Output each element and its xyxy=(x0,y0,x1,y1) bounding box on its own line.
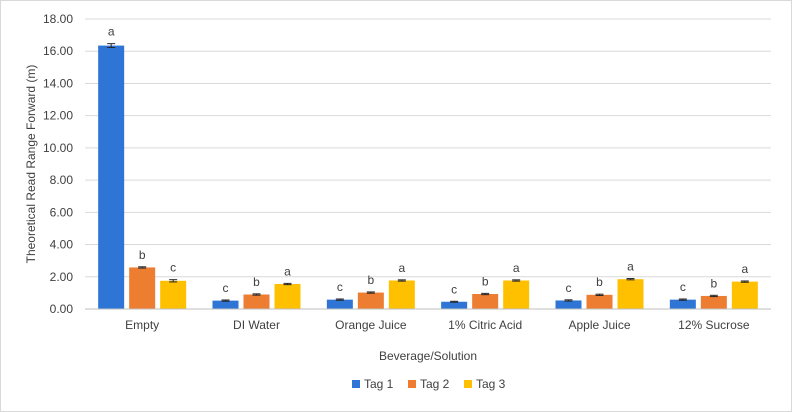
bar xyxy=(617,279,644,309)
bar xyxy=(274,284,301,309)
bar xyxy=(669,299,696,309)
bar xyxy=(586,294,613,309)
bar xyxy=(129,267,156,309)
significance-letter: a xyxy=(627,260,634,274)
bar xyxy=(160,280,187,309)
significance-letter: b xyxy=(253,275,260,289)
y-tick-label: 8.00 xyxy=(50,173,74,187)
legend-swatch xyxy=(352,380,360,388)
x-axis-title: Beverage/Solution xyxy=(379,349,477,363)
significance-letter: b xyxy=(139,248,146,262)
bar xyxy=(700,295,727,309)
y-tick-label: 4.00 xyxy=(50,238,74,252)
bars xyxy=(98,45,758,309)
bar xyxy=(441,301,468,309)
bar xyxy=(388,280,415,309)
x-tick-label: DI Water xyxy=(233,318,280,332)
x-tick-label: Empty xyxy=(125,318,159,332)
significance-letters: a b c c b a c b a c b a c b a c b a xyxy=(108,25,749,297)
bar xyxy=(503,280,530,309)
legend-label: Tag 2 xyxy=(420,377,450,391)
significance-letter: b xyxy=(482,274,489,288)
legend-swatch xyxy=(464,380,472,388)
y-axis-ticks: 0.00 2.00 4.00 6.00 8.00 10.00 12.00 14.00 16.00… xyxy=(43,12,73,316)
bar xyxy=(555,300,582,309)
legend: Tag 1 Tag 2 Tag 3 xyxy=(352,377,506,391)
legend-label: Tag 1 xyxy=(364,377,394,391)
significance-letter: b xyxy=(596,275,603,289)
y-tick-label: 6.00 xyxy=(50,205,74,219)
significance-letter: a xyxy=(741,262,748,276)
significance-letter: c xyxy=(337,280,343,294)
significance-letter: c xyxy=(680,280,686,294)
bar xyxy=(326,299,353,309)
y-tick-label: 10.00 xyxy=(43,141,73,155)
significance-letter: a xyxy=(398,261,405,275)
legend-swatch xyxy=(408,380,416,388)
error-bars xyxy=(107,43,749,303)
bar xyxy=(731,281,758,309)
y-tick-label: 0.00 xyxy=(50,302,74,316)
bar xyxy=(243,294,270,309)
significance-letter: c xyxy=(566,281,572,295)
bar xyxy=(212,300,239,309)
significance-letter: c xyxy=(451,282,457,296)
significance-letter: c xyxy=(223,281,229,295)
y-tick-label: 16.00 xyxy=(43,44,73,58)
significance-letter: a xyxy=(108,25,115,39)
bar xyxy=(357,292,384,309)
significance-letter: b xyxy=(367,273,374,287)
x-tick-label: Apple Juice xyxy=(568,318,630,332)
significance-letter: b xyxy=(710,276,717,290)
y-tick-label: 2.00 xyxy=(50,270,74,284)
significance-letter: a xyxy=(284,264,291,278)
x-tick-label: 1% Citric Acid xyxy=(448,318,522,332)
y-axis-title: Theoretical Read Range Forward (m) xyxy=(24,65,38,264)
bar xyxy=(472,294,499,309)
significance-letter: c xyxy=(170,261,176,275)
bar xyxy=(98,45,125,309)
y-tick-label: 12.00 xyxy=(43,109,73,123)
x-tick-label: Orange Juice xyxy=(335,318,407,332)
significance-letter: a xyxy=(513,261,520,275)
y-tick-label: 18.00 xyxy=(43,12,73,26)
x-axis-ticks: Empty DI Water Orange Juice 1% Citric Acid A… xyxy=(125,318,750,332)
y-tick-label: 14.00 xyxy=(43,76,73,90)
x-tick-label: 12% Sucrose xyxy=(678,318,750,332)
gridlines xyxy=(85,18,771,278)
legend-label: Tag 3 xyxy=(476,377,506,391)
